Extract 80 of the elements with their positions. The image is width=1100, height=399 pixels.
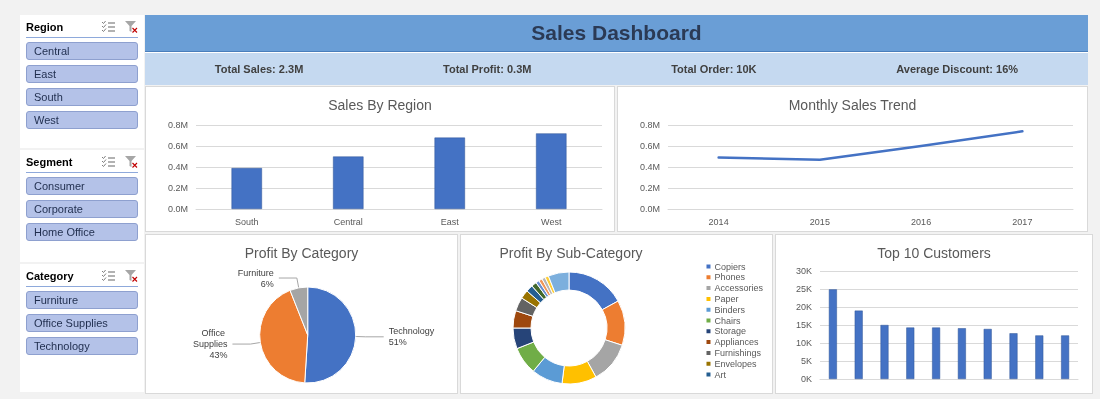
legend-label: Chairs xyxy=(714,315,741,326)
legend-label: Appliances xyxy=(714,337,760,348)
legend-label: Copiers xyxy=(714,261,746,272)
y-tick-label: 5K xyxy=(800,356,812,366)
bar xyxy=(536,133,567,209)
legend-label: Art xyxy=(714,369,727,380)
text: West xyxy=(26,111,138,129)
y-tick-label: 0.2M xyxy=(167,183,188,193)
y-tick-label: 0.6M xyxy=(639,141,660,151)
data-label: 6% xyxy=(260,278,274,289)
bar xyxy=(880,325,889,379)
chart-title: Profit By Sub-Category xyxy=(499,245,643,261)
x-tick-label: 2017 xyxy=(1012,216,1033,227)
text: Total Profit: 0.3M xyxy=(443,63,532,75)
x-tick-label: West xyxy=(541,216,562,227)
y-tick-label: 0.0M xyxy=(639,204,660,214)
y-tick-label: 0.8M xyxy=(639,120,660,130)
slice-label: Technology xyxy=(388,326,435,337)
bar xyxy=(828,289,837,379)
x-tick-label: South xyxy=(234,216,259,227)
legend-label: Paper xyxy=(714,293,739,304)
chart-title: Monthly Sales Trend xyxy=(788,97,917,113)
text: Category xyxy=(26,270,75,282)
x-tick-label: 2015 xyxy=(809,216,830,227)
text: East xyxy=(26,65,138,83)
chart-title: Sales By Region xyxy=(328,97,432,113)
y-tick-label: 15K xyxy=(795,320,812,330)
bar xyxy=(333,156,364,209)
y-tick-label: 0.2M xyxy=(639,183,660,193)
x-tick-label: East xyxy=(440,216,460,227)
bar xyxy=(1035,335,1044,379)
text: Total Sales: 2.3M xyxy=(214,63,304,75)
x-tick-label: 2014 xyxy=(708,216,729,227)
y-tick-label: 10K xyxy=(795,338,812,348)
y-tick-label: 0K xyxy=(800,374,812,384)
y-tick-label: 25K xyxy=(795,284,812,294)
legend-label: Envelopes xyxy=(714,358,758,369)
legend-label: Binders xyxy=(714,304,746,315)
legend-label: Phones xyxy=(714,272,746,283)
y-tick-label: 0.4M xyxy=(639,162,660,172)
line-series xyxy=(717,130,1024,161)
bar xyxy=(434,137,465,209)
slice-label: Office Supplies xyxy=(192,328,228,350)
y-tick-label: 0.0M xyxy=(167,204,188,214)
legend-label: Furnishings xyxy=(714,347,762,358)
bar xyxy=(957,328,966,379)
text: Technology xyxy=(26,337,138,355)
text: Central xyxy=(26,42,138,60)
legend-label: Storage xyxy=(714,326,747,337)
bar xyxy=(906,327,915,379)
chart-title: Top 10 Customers xyxy=(877,245,991,261)
data-label: 51% xyxy=(388,337,407,348)
bar xyxy=(983,328,992,379)
chart-title: Profit By Category xyxy=(244,245,359,261)
y-tick-label: 30K xyxy=(795,266,812,276)
text: South xyxy=(26,88,138,106)
bar xyxy=(1009,333,1018,379)
y-tick-label: 0.6M xyxy=(167,141,188,151)
text: Average Discount: 16% xyxy=(896,63,1019,75)
bar xyxy=(231,168,262,209)
bar xyxy=(932,327,941,379)
y-tick-label: 20K xyxy=(795,302,812,312)
bar xyxy=(1061,335,1070,379)
data-label: 43% xyxy=(209,350,228,361)
text: Segment xyxy=(26,156,74,168)
text: Home Office xyxy=(26,223,138,241)
legend-label: Accessories xyxy=(714,283,764,294)
text: Furniture xyxy=(26,291,138,309)
text: Office Supplies xyxy=(26,314,138,332)
text: Region xyxy=(26,21,65,33)
slice-label: Furniture xyxy=(237,267,274,278)
x-tick-label: 2016 xyxy=(911,216,932,227)
x-tick-label: Central xyxy=(333,216,363,227)
text: Corporate xyxy=(26,200,138,218)
bar xyxy=(854,310,863,379)
text: Total Order: 10K xyxy=(671,63,757,75)
y-tick-label: 0.4M xyxy=(167,162,188,172)
y-tick-label: 0.8M xyxy=(167,120,188,130)
text: Sales Dashboard xyxy=(145,15,1088,52)
text: Consumer xyxy=(26,177,138,195)
